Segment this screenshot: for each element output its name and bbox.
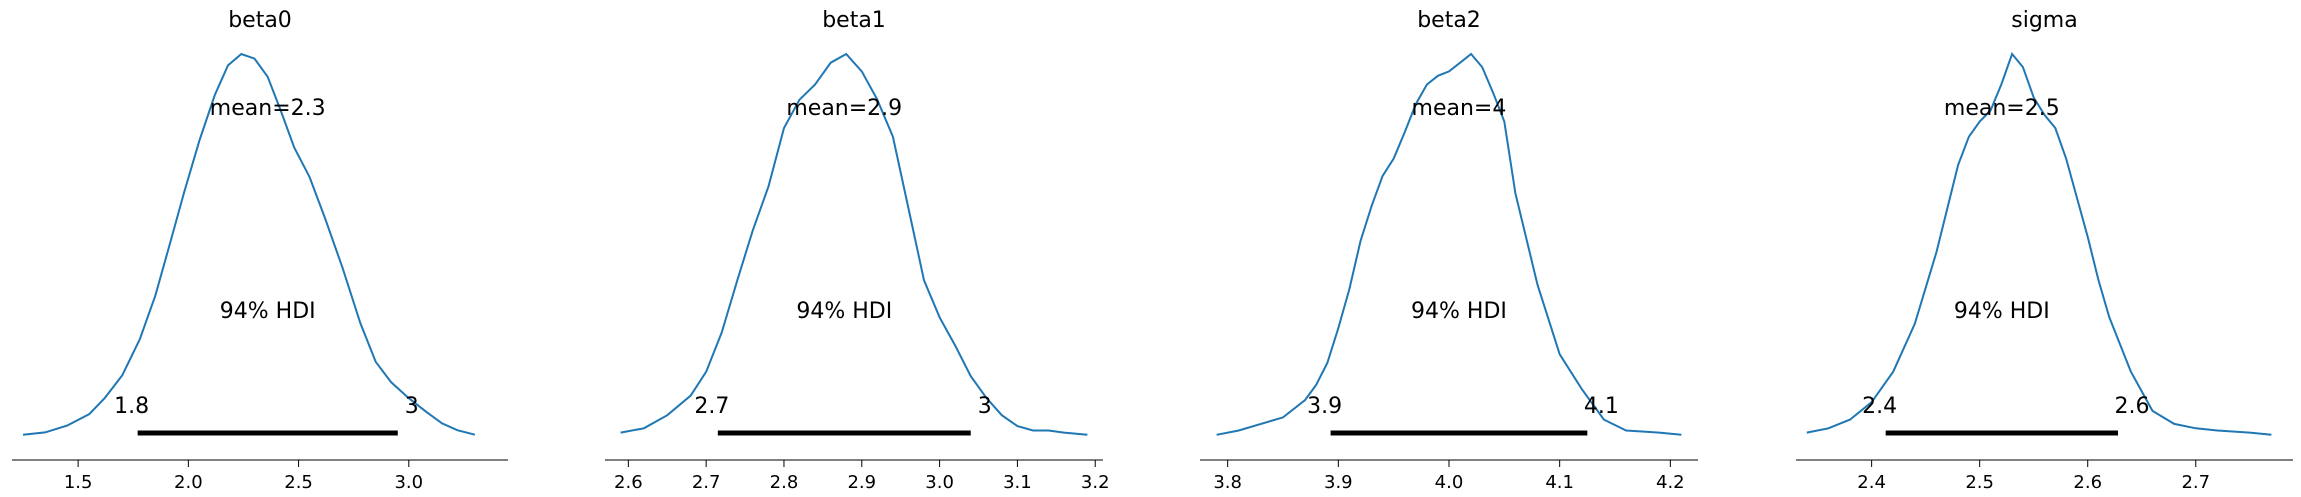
hdi-high-label: 2.6 (2114, 394, 2149, 419)
mean-label: mean=4 (1412, 96, 1507, 121)
x-tick-label: 2.6 (2073, 472, 2102, 493)
panel-beta1: beta1 mean=2.9 94% HDI 2.7 3 2.6 2.7 2.8 2.9 3.0 3… (605, 8, 1110, 493)
panel-beta2: beta2 mean=4 94% HDI 3.9 4.1 3.8 3.9 4.0 4.1 4.2 (1200, 8, 1698, 493)
x-tick-label: 3.8 (1213, 472, 1242, 493)
hdi-low-label: 2.7 (694, 394, 729, 419)
mean-label: mean=2.9 (786, 96, 902, 121)
x-tick-label: 4.0 (1435, 472, 1464, 493)
hdi-low-label: 3.9 (1307, 394, 1342, 419)
x-tick-label: 2.5 (1965, 472, 1994, 493)
hdi-high-label: 4.1 (1584, 394, 1619, 419)
density-curve (22, 52, 476, 436)
x-tick-label: 2.9 (847, 472, 876, 493)
x-tick-label: 1.5 (64, 472, 93, 493)
hdi-high-label: 3 (978, 394, 992, 419)
hdi-label: 94% HDI (796, 299, 892, 324)
hdi-low-label: 2.4 (1862, 394, 1897, 419)
hdi-label: 94% HDI (1954, 299, 2050, 324)
density-curve (1216, 52, 1682, 436)
hdi-label: 94% HDI (1411, 299, 1507, 324)
mean-label: mean=2.3 (210, 96, 326, 121)
density-curve (620, 52, 1088, 436)
mean-label: mean=2.5 (1944, 96, 2060, 121)
panel-title: sigma (2011, 8, 2077, 33)
x-tick-label: 2.4 (1857, 472, 1886, 493)
x-tick-label: 2.5 (284, 472, 313, 493)
x-tick-label: 3.0 (925, 472, 954, 493)
panel-title: beta1 (822, 8, 886, 33)
density-curve (1806, 52, 2272, 436)
x-tick-label: 4.2 (1656, 472, 1685, 493)
x-tick-label: 2.8 (770, 472, 799, 493)
x-tick-label: 3.1 (1003, 472, 1032, 493)
x-tick-label: 3.0 (394, 472, 423, 493)
x-tick-label: 2.6 (614, 472, 643, 493)
x-tick-label: 4.1 (1545, 472, 1574, 493)
x-tick-label: 2.0 (174, 472, 203, 493)
x-tick-label: 3.9 (1324, 472, 1353, 493)
panel-sigma: sigma mean=2.5 94% HDI 2.4 2.6 2.4 2.5 2.6 2.7 (1796, 8, 2293, 493)
hdi-high-label: 3 (405, 394, 419, 419)
x-tick-label: 2.7 (692, 472, 721, 493)
panel-title: beta0 (228, 8, 292, 33)
panel-title: beta2 (1417, 8, 1481, 33)
x-tick-label: 2.7 (2181, 472, 2210, 493)
hdi-low-label: 1.8 (114, 394, 149, 419)
x-tick-label: 3.2 (1081, 472, 1110, 493)
panel-beta0: beta0 mean=2.3 94% HDI 1.8 3 1.5 2.0 2.5 3.0 (12, 8, 508, 493)
hdi-label: 94% HDI (220, 299, 316, 324)
